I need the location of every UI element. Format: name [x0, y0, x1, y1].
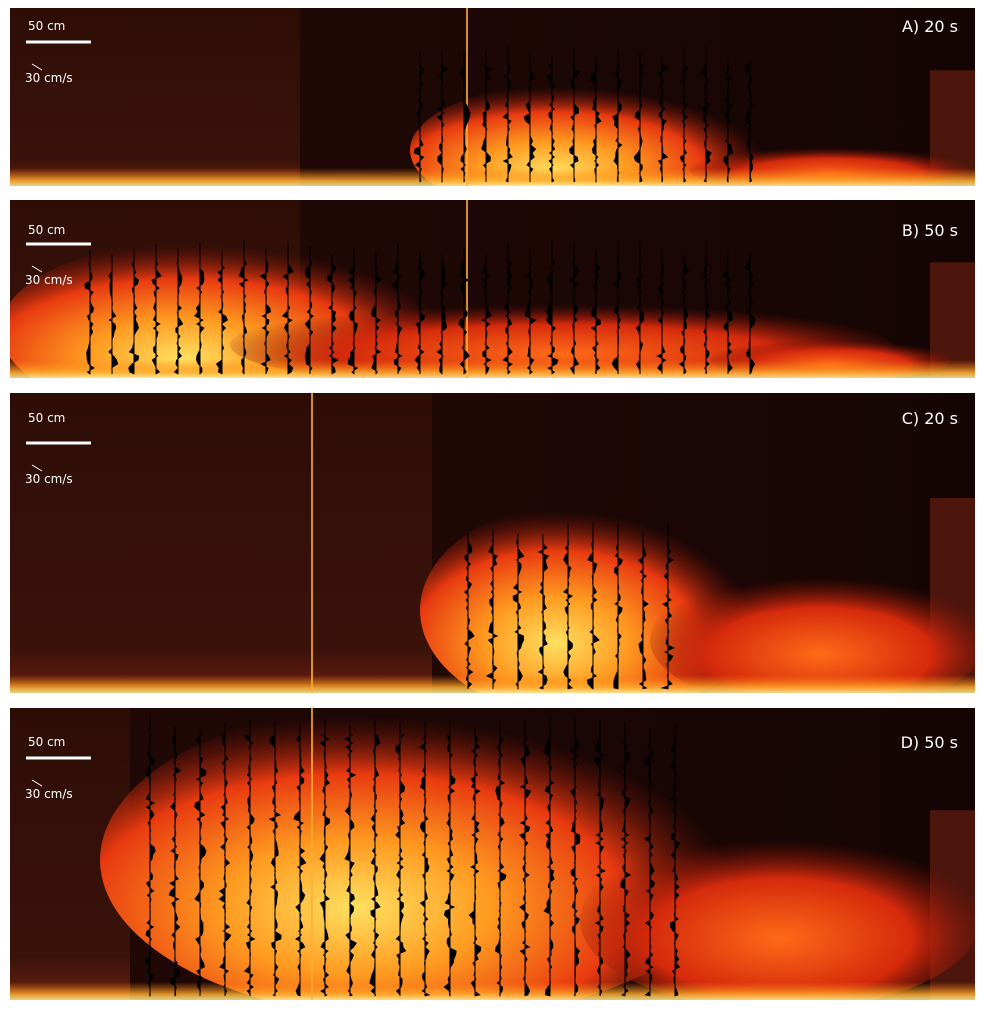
panel: B) 50 s 50 cm 30 cm/s	[0, 200, 975, 425]
panel-image	[10, 393, 984, 720]
panel-label: D) 50 s	[901, 733, 958, 752]
panel: C) 20 s 50 cm 30 cm/s	[10, 393, 984, 720]
panel-label: A) 20 s	[902, 17, 958, 36]
scale-length-label: 50 cm	[28, 19, 65, 33]
background-left	[10, 8, 300, 186]
scale-velocity-label: 30 cm/s	[25, 273, 73, 287]
panel-label: C) 20 s	[902, 409, 958, 428]
panel: A) 20 s 50 cm 30 cm/s	[10, 8, 975, 220]
plume	[580, 830, 980, 1007]
background-left	[10, 393, 432, 693]
scale-length-label: 50 cm	[28, 223, 65, 237]
scale-velocity-label: 30 cm/s	[25, 787, 73, 801]
panel-image	[10, 700, 980, 1007]
panel-image	[10, 8, 975, 220]
panel: D) 50 s 50 cm 30 cm/s	[10, 700, 980, 1007]
panel-image	[0, 200, 975, 425]
scale-length-label: 50 cm	[28, 735, 65, 749]
scale-length-label: 50 cm	[28, 411, 65, 425]
scale-velocity-label: 30 cm/s	[25, 472, 73, 486]
figure: A) 20 s50 cm30 cm/sB) 50 s50 cm30 cm/sC)…	[0, 0, 984, 1007]
floor-glow	[10, 168, 975, 186]
scale-velocity-label: 30 cm/s	[25, 71, 73, 85]
panel-label: B) 50 s	[902, 221, 958, 240]
floor-glow	[10, 982, 975, 1000]
